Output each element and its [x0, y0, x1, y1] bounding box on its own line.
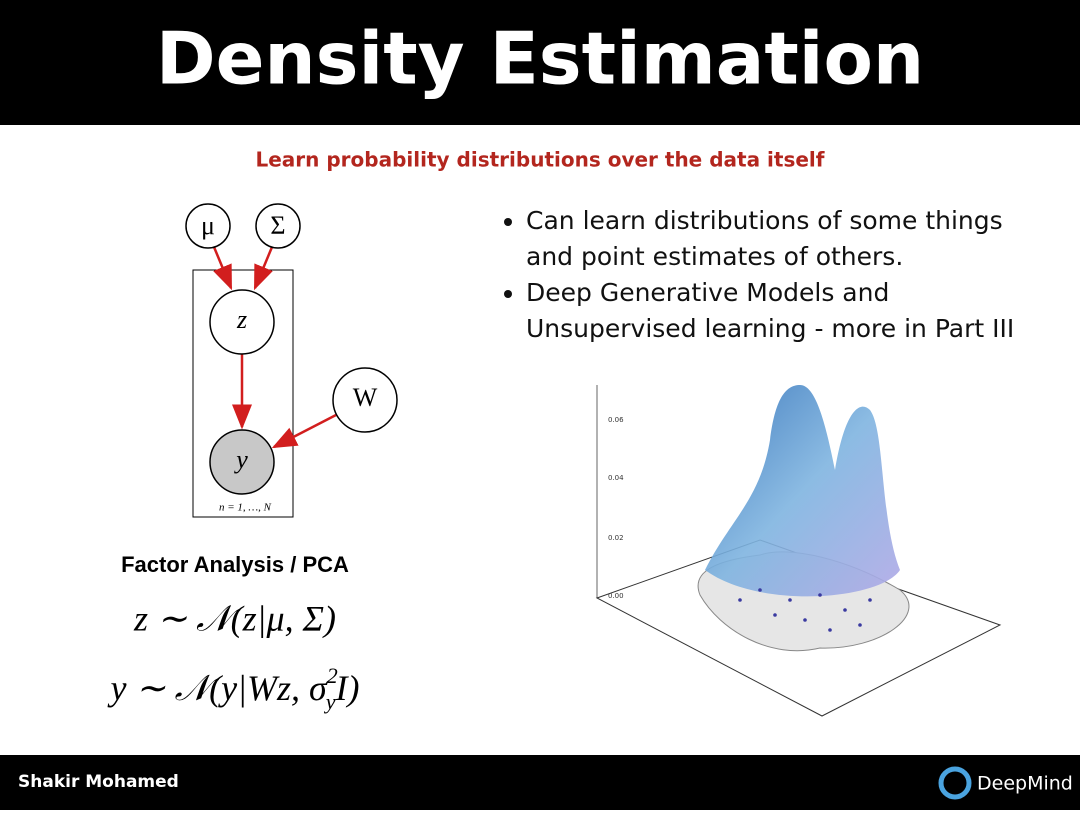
equation: z ∼ 𝒩(z|μ, Σ)	[133, 598, 336, 638]
equation-part: y ∼ 𝒩(y|Wz, σ	[108, 668, 328, 708]
tick-label: 0.04	[608, 474, 624, 482]
caption: Factor Analysis / PCA	[121, 552, 349, 577]
equation-sub: y	[324, 689, 336, 714]
node	[209, 289, 275, 355]
equation-sup: 2	[327, 663, 338, 688]
node	[209, 429, 275, 495]
bullet-text: Can learn distributions of some things	[526, 206, 1003, 235]
density-plot: 0.06 0.04 0.02 0.00	[595, 385, 1002, 717]
arrow	[271, 413, 337, 449]
logo-text: DeepMind	[977, 773, 1073, 795]
logo-icon	[938, 766, 972, 800]
node-label: Σ	[270, 211, 285, 240]
arrow	[253, 246, 274, 291]
equation: y ∼ 𝒩(y|Wz, σ2 yI)	[108, 663, 360, 714]
tick-label: 0.00	[608, 592, 624, 600]
subtitle: Learn probability distributions over the…	[256, 148, 825, 172]
tick-label: 0.02	[608, 534, 624, 542]
title: Density Estimation	[156, 17, 924, 101]
node-label: μ	[201, 211, 215, 240]
data-points	[738, 588, 872, 632]
header-bar	[0, 0, 1080, 125]
equation-part: I)	[335, 668, 360, 708]
bullet	[504, 290, 512, 298]
node-label: W	[353, 383, 378, 412]
surface	[705, 385, 900, 597]
bullet	[504, 218, 512, 226]
bullet-text: Deep Generative Models and	[526, 278, 889, 307]
node	[255, 203, 301, 249]
author: Shakir Mohamed	[18, 772, 179, 792]
node	[185, 203, 231, 249]
footer-bar	[0, 755, 1080, 810]
plate	[192, 269, 294, 518]
plot-base	[595, 539, 1002, 717]
node-label: z	[236, 305, 247, 334]
plate-label: n = 1, …, N	[219, 502, 272, 514]
graphical-model	[185, 203, 398, 518]
node	[332, 367, 398, 433]
tick-label: 0.06	[608, 416, 624, 424]
bullet-text: and point estimates of others.	[526, 242, 903, 271]
arrow	[212, 246, 233, 291]
bullet-text: Unsupervised learning - more in Part III	[526, 314, 1014, 343]
node-label: y	[233, 445, 248, 474]
